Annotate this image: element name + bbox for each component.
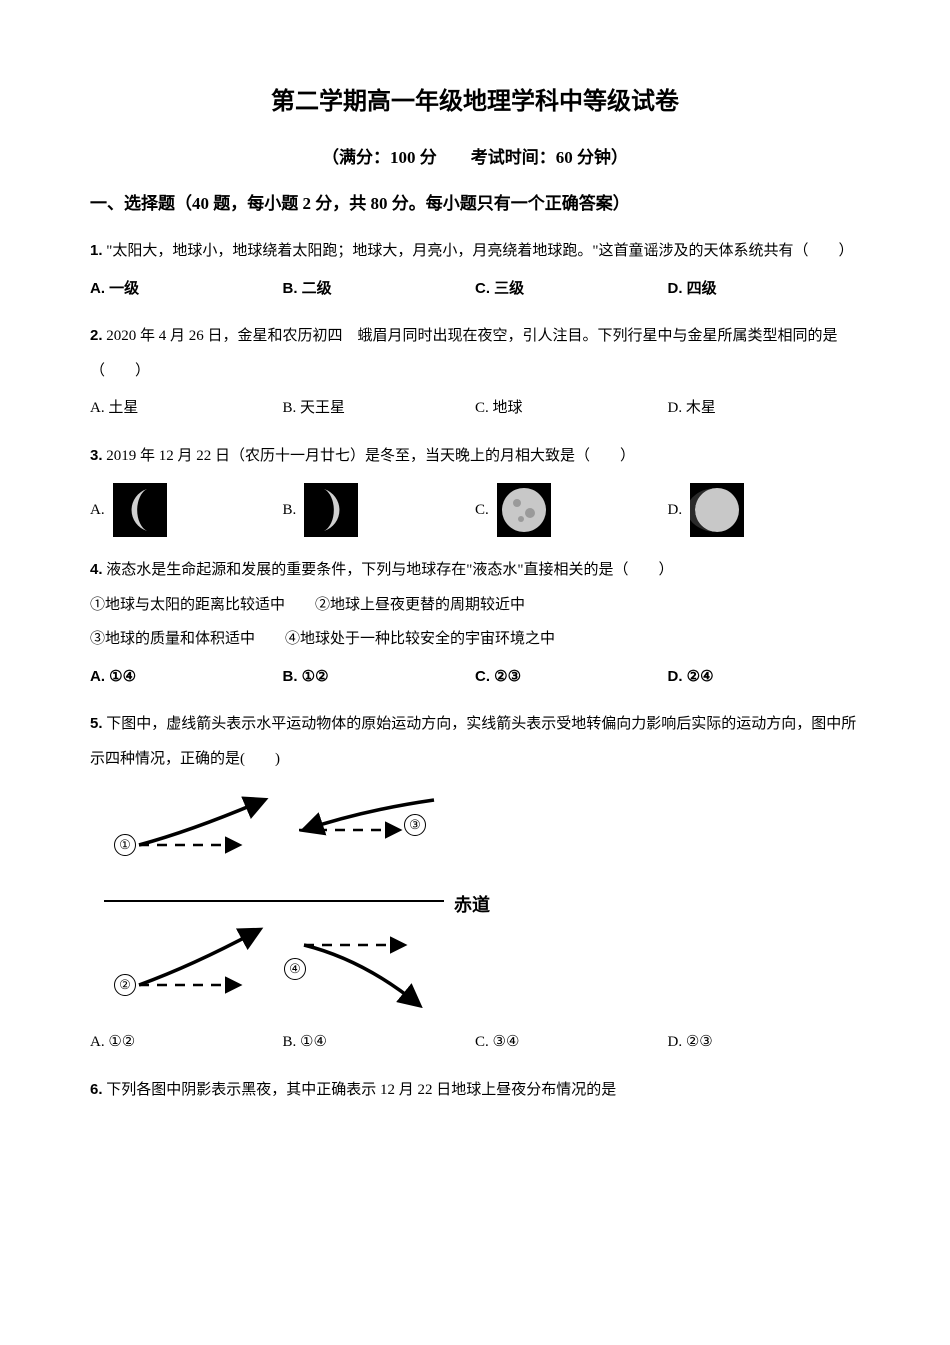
q1-text: 1. "太阳大，地球小，地球绕着太阳跑；地球大，月亮小，月亮绕着地球跑。"这首童… — [90, 234, 860, 269]
equator-line — [104, 900, 444, 902]
q6-text: 6. 下列各图中阴影表示黑夜，其中正确表示 12 月 22 日地球上昼夜分布情况… — [90, 1073, 860, 1108]
section-header: 一、选择题（40 题，每小题 2 分，共 80 分。每小题只有一个正确答案） — [90, 188, 860, 220]
q5-opt-b: B. ①④ — [283, 1028, 476, 1057]
q3-opt-d-label: D. — [668, 496, 683, 525]
q1-body: "太阳大，地球小，地球绕着太阳跑；地球大，月亮小，月亮绕着地球跑。"这首童谣涉及… — [106, 243, 853, 259]
q1-opt-d: D. 四级 — [668, 280, 717, 297]
q4-opt-a: A. ①④ — [90, 668, 136, 685]
q2-opt-c: C. 地球 — [475, 394, 668, 423]
question-1: 1. "太阳大，地球小，地球绕着太阳跑；地球大，月亮小，月亮绕着地球跑。"这首童… — [90, 234, 860, 303]
exam-title: 第二学期高一年级地理学科中等级试卷 — [90, 80, 860, 126]
q3-opt-a-label: A. — [90, 496, 105, 525]
q4-opt-c: C. ②③ — [475, 668, 521, 685]
q5-body: 下图中，虚线箭头表示水平运动物体的原始运动方向，实线箭头表示受地转偏向力影响后实… — [90, 716, 856, 767]
q6-body: 下列各图中阴影表示黑夜，其中正确表示 12 月 22 日地球上昼夜分布情况的是 — [106, 1082, 616, 1098]
q2-body: 2020 年 4 月 26 日，金星和农历初四 蛾眉月同时出现在夜空，引人注目。… — [90, 328, 838, 379]
q3-opt-b-label: B. — [283, 496, 297, 525]
question-6: 6. 下列各图中阴影表示黑夜，其中正确表示 12 月 22 日地球上昼夜分布情况… — [90, 1073, 860, 1108]
q2-text: 2. 2020 年 4 月 26 日，金星和农历初四 蛾眉月同时出现在夜空，引人… — [90, 319, 860, 388]
coriolis-diagram: 赤道 ① ③ ② ④ — [104, 790, 514, 1020]
q5-opt-d: D. ②③ — [668, 1028, 861, 1057]
q3-options: A. B. C. — [90, 483, 860, 537]
q1-opt-a: A. 一级 — [90, 280, 139, 297]
moon-phase-a — [113, 483, 167, 537]
q4-line3: ③地球的质量和体积适中 ④地球处于一种比较安全的宇宙环境之中 — [90, 622, 860, 657]
q2-num: 2. — [90, 327, 103, 344]
q6-num: 6. — [90, 1081, 103, 1098]
q5-num: 5. — [90, 715, 103, 732]
moon-phase-c — [497, 483, 551, 537]
q4-num: 4. — [90, 561, 103, 578]
exam-subtitle: （满分：100 分 考试时间：60 分钟） — [90, 142, 860, 174]
question-3: 3. 2019 年 12 月 22 日（农历十一月廿七）是冬至，当天晚上的月相大… — [90, 439, 860, 538]
question-2: 2. 2020 年 4 月 26 日，金星和农历初四 蛾眉月同时出现在夜空，引人… — [90, 319, 860, 423]
q5-opt-a: A. ①② — [90, 1028, 283, 1057]
q5-text: 5. 下图中，虚线箭头表示水平运动物体的原始运动方向，实线箭头表示受地转偏向力影… — [90, 707, 860, 776]
q3-opt-c-label: C. — [475, 496, 489, 525]
moon-phase-b — [304, 483, 358, 537]
q4-options: A. ①④ B. ①② C. ②③ D. ②④ — [90, 663, 860, 692]
question-5: 5. 下图中，虚线箭头表示水平运动物体的原始运动方向，实线箭头表示受地转偏向力影… — [90, 707, 860, 1057]
equator-label: 赤道 — [454, 888, 490, 922]
q2-opt-a: A. 土星 — [90, 394, 283, 423]
q4-opt-d: D. ②④ — [668, 668, 714, 685]
q5-opt-c: C. ③④ — [475, 1028, 668, 1057]
q3-num: 3. — [90, 447, 103, 464]
q1-num: 1. — [90, 242, 103, 259]
question-4: 4. 液态水是生命起源和发展的重要条件，下列与地球存在"液态水"直接相关的是（ … — [90, 553, 860, 691]
q4-body: 液态水是生命起源和发展的重要条件，下列与地球存在"液态水"直接相关的是（ ） — [106, 562, 673, 578]
q4-opt-b: B. ①② — [283, 668, 329, 685]
q2-options: A. 土星 B. 天王星 C. 地球 D. 木星 — [90, 394, 860, 423]
q5-options: A. ①② B. ①④ C. ③④ D. ②③ — [90, 1028, 860, 1057]
q2-opt-d: D. 木星 — [668, 394, 861, 423]
q1-opt-c: C. 三级 — [475, 280, 524, 297]
q1-opt-b: B. 二级 — [283, 280, 332, 297]
q4-line2: ①地球与太阳的距离比较适中 ②地球上昼夜更替的周期较近中 — [90, 588, 860, 623]
q4-text: 4. 液态水是生命起源和发展的重要条件，下列与地球存在"液态水"直接相关的是（ … — [90, 553, 860, 588]
moon-phase-d — [690, 483, 744, 537]
q3-text: 3. 2019 年 12 月 22 日（农历十一月廿七）是冬至，当天晚上的月相大… — [90, 439, 860, 474]
q2-opt-b: B. 天王星 — [283, 394, 476, 423]
q3-body: 2019 年 12 月 22 日（农历十一月廿七）是冬至，当天晚上的月相大致是（… — [106, 448, 635, 464]
q1-options: A. 一级 B. 二级 C. 三级 D. 四级 — [90, 275, 860, 304]
